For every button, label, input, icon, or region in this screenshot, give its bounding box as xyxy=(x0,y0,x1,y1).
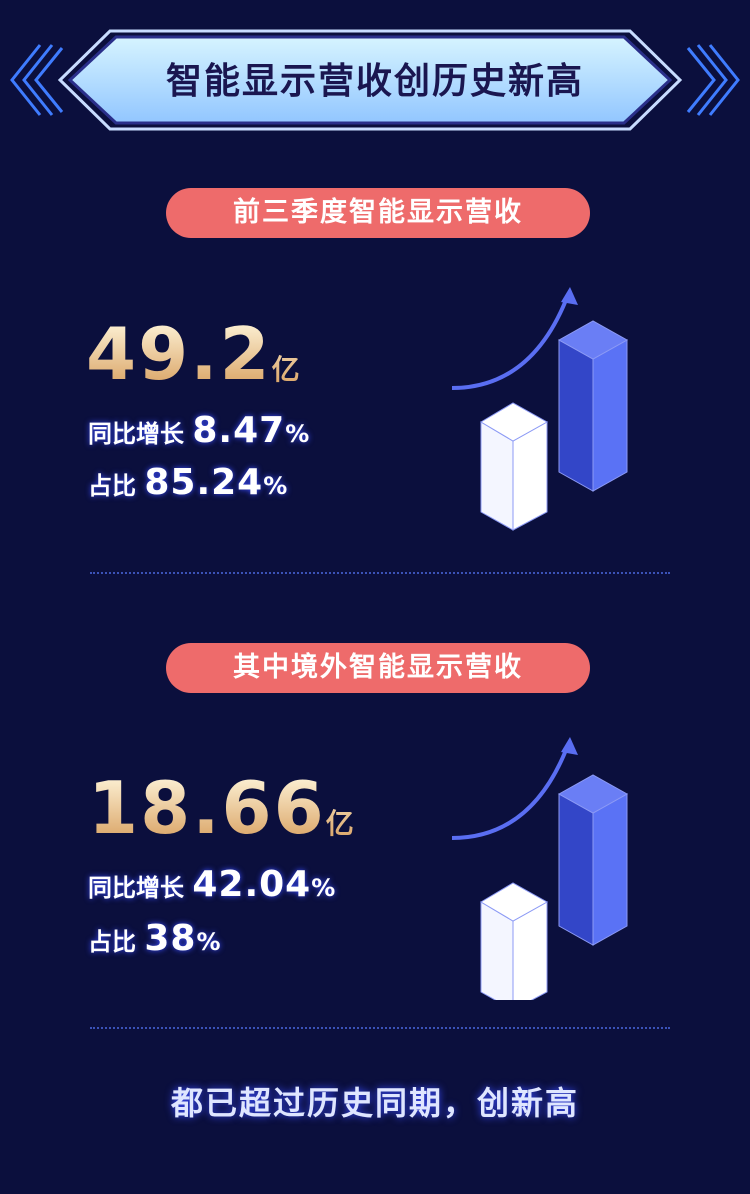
growth-bars-icon xyxy=(451,737,629,1000)
chevrons-right-icon xyxy=(686,44,740,116)
growth-stat: 同比增长 8.47% xyxy=(88,410,310,451)
chevrons-left-icon xyxy=(10,44,64,116)
growth-stat: 同比增长 42.04% xyxy=(88,864,336,905)
title-banner xyxy=(10,29,740,131)
revenue-value: 18.66亿 xyxy=(88,766,354,850)
section-pill-label: 其中境外智能显示营收 xyxy=(166,643,590,693)
share-stat: 占比 38% xyxy=(88,918,221,959)
footer-text: 都已超过历史同期，创新高 xyxy=(170,1084,579,1122)
growth-bars-icon xyxy=(451,287,629,531)
section-pill-label: 前三季度智能显示营收 xyxy=(166,188,590,238)
share-stat: 占比 85.24% xyxy=(88,462,288,503)
divider xyxy=(90,1027,670,1029)
revenue-value: 49.2亿 xyxy=(86,312,300,396)
divider xyxy=(90,572,670,574)
page-title: 智能显示营收创历史新高 xyxy=(165,61,584,102)
